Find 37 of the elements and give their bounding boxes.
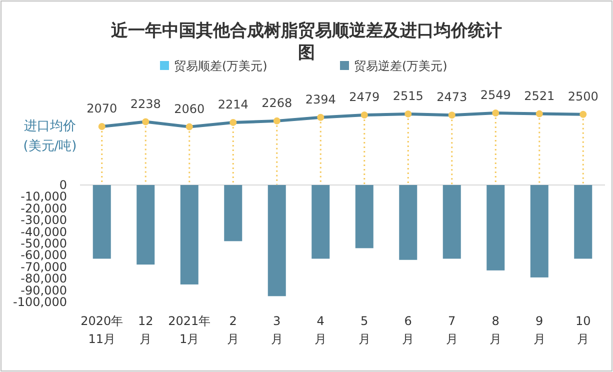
x-tick-label: 2 月 — [227, 314, 240, 346]
data-label: 2479 — [349, 90, 380, 104]
x-tick-label: 7 月 — [446, 314, 458, 346]
y-tick-label: -60,000 — [20, 248, 67, 262]
data-label: 2268 — [262, 96, 292, 110]
x-tick-label: 9 月 — [533, 314, 546, 346]
y-tick-label: -40,000 — [20, 224, 67, 239]
data-label: 2060 — [174, 102, 205, 116]
data-label: 2070 — [86, 102, 118, 116]
data-label: 2214 — [218, 97, 248, 112]
y-tick-label: -100,000 — [13, 295, 67, 309]
x-tick-label: 3 月 — [270, 314, 283, 346]
data-label: 2549 — [480, 88, 511, 102]
data-label: 2500 — [568, 89, 598, 104]
y-axis-title: 进口均价 (美元/吨) — [23, 119, 77, 154]
x-tick-label: 10 月 — [575, 314, 591, 346]
x-tick-label: 6 月 — [402, 314, 414, 346]
y-tick-label: -30,000 — [20, 213, 67, 228]
y-tick-label: 0 — [59, 178, 67, 192]
y-tick-label: -20,000 — [20, 201, 67, 216]
x-tick-label: 5 月 — [358, 314, 370, 346]
data-label: 2394 — [305, 92, 336, 106]
data-label: 2521 — [524, 88, 555, 103]
data-label: 2238 — [130, 96, 161, 111]
legend-label: 贸易逆差(万美元) — [354, 59, 448, 73]
y-tick-label: -50,000 — [20, 236, 67, 250]
y-tick-label: -80,000 — [20, 272, 67, 286]
data-label: 2473 — [436, 90, 468, 104]
y-tick-label: -70,000 — [20, 260, 67, 274]
x-tick-label: 4 月 — [314, 314, 327, 346]
x-tick-label: 12 月 — [138, 314, 154, 346]
y-tick-label: -10,000 — [20, 190, 67, 204]
x-tick-label: 2021年 1月 — [168, 314, 211, 346]
x-tick-label: 2020年 11月 — [80, 314, 124, 346]
x-tick-label: 8 月 — [490, 314, 502, 346]
y-tick-label: -90,000 — [20, 283, 67, 298]
data-label: 2515 — [392, 88, 424, 103]
